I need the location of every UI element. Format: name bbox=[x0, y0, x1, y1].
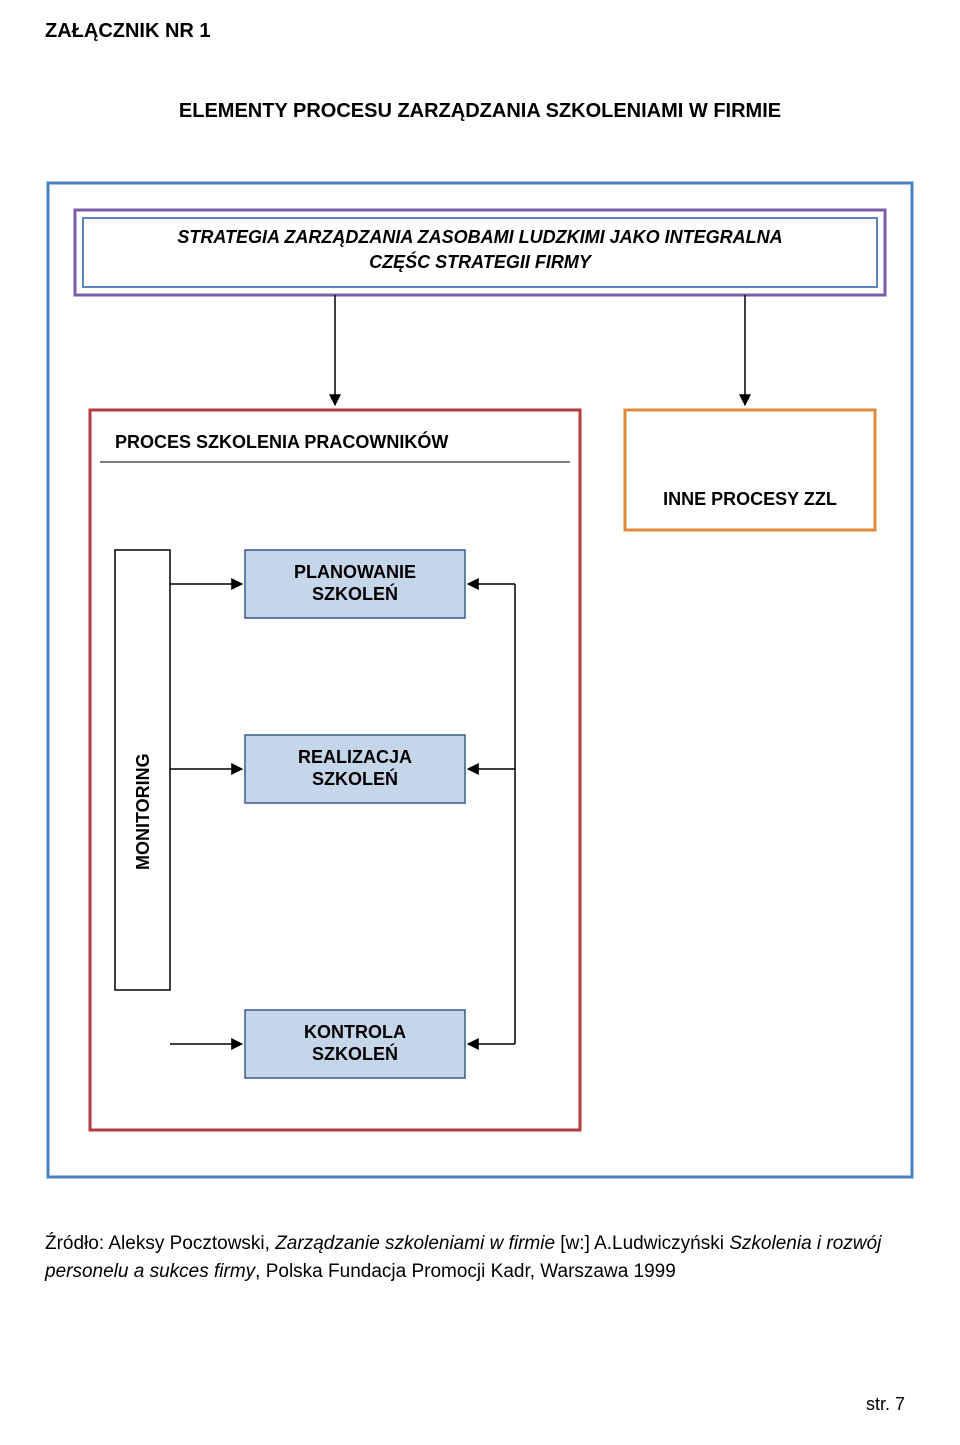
process-diagram: STRATEGIA ZARZĄDZANIA ZASOBAMI LUDZKIMI … bbox=[45, 180, 915, 1180]
svg-text:CZĘŚC STRATEGII FIRMY: CZĘŚC STRATEGII FIRMY bbox=[369, 251, 593, 272]
svg-text:MONITORING: MONITORING bbox=[133, 753, 153, 870]
svg-text:INNE PROCESY ZZL: INNE PROCESY ZZL bbox=[663, 489, 837, 509]
svg-text:PLANOWANIE: PLANOWANIE bbox=[294, 562, 416, 582]
source-mid: [w:] A.Ludwiczyński bbox=[560, 1233, 729, 1254]
source-suffix: , Polska Fundacja Promocji Kadr, Warszaw… bbox=[255, 1261, 676, 1282]
page-number: str. 7 bbox=[866, 1394, 905, 1415]
page-title: ELEMENTY PROCESU ZARZĄDZANIA SZKOLENIAMI… bbox=[0, 100, 960, 123]
source-prefix: Źródło: Aleksy Pocztowski, bbox=[45, 1233, 275, 1254]
svg-text:PROCES SZKOLENIA PRACOWNIKÓW: PROCES SZKOLENIA PRACOWNIKÓW bbox=[115, 431, 448, 452]
svg-text:REALIZACJA: REALIZACJA bbox=[298, 747, 412, 767]
source-citation: Źródło: Aleksy Pocztowski, Zarządzanie s… bbox=[45, 1230, 915, 1285]
svg-text:KONTROLA: KONTROLA bbox=[304, 1022, 406, 1042]
svg-text:STRATEGIA ZARZĄDZANIA ZASOBAMI: STRATEGIA ZARZĄDZANIA ZASOBAMI LUDZKIMI … bbox=[177, 227, 782, 247]
svg-text:SZKOLEŃ: SZKOLEŃ bbox=[312, 583, 398, 604]
svg-text:SZKOLEŃ: SZKOLEŃ bbox=[312, 768, 398, 789]
page-header: ZAŁĄCZNIK NR 1 bbox=[45, 20, 211, 43]
source-italic-1: Zarządzanie szkoleniami w firmie bbox=[275, 1233, 560, 1254]
svg-text:SZKOLEŃ: SZKOLEŃ bbox=[312, 1043, 398, 1064]
